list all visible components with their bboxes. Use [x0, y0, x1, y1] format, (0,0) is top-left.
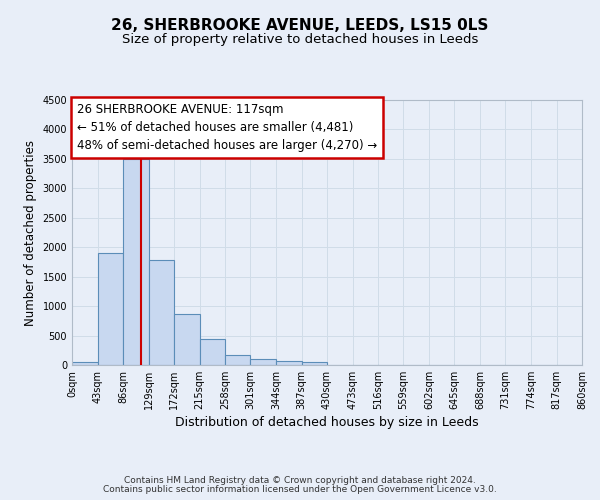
Bar — [225, 354, 251, 365]
Bar — [251, 359, 276, 365]
Bar — [97, 253, 123, 365]
Bar — [276, 362, 302, 365]
Bar — [149, 260, 174, 365]
Bar — [123, 159, 149, 365]
Text: Contains public sector information licensed under the Open Government Licence v3: Contains public sector information licen… — [103, 485, 497, 494]
Text: 26 SHERBROOKE AVENUE: 117sqm
← 51% of detached houses are smaller (4,481)
48% of: 26 SHERBROOKE AVENUE: 117sqm ← 51% of de… — [77, 102, 377, 152]
Bar — [72, 362, 97, 365]
Bar — [199, 338, 225, 365]
X-axis label: Distribution of detached houses by size in Leeds: Distribution of detached houses by size … — [175, 416, 479, 429]
Text: Size of property relative to detached houses in Leeds: Size of property relative to detached ho… — [122, 32, 478, 46]
Text: 26, SHERBROOKE AVENUE, LEEDS, LS15 0LS: 26, SHERBROOKE AVENUE, LEEDS, LS15 0LS — [112, 18, 488, 32]
Bar — [302, 362, 327, 365]
Text: Contains HM Land Registry data © Crown copyright and database right 2024.: Contains HM Land Registry data © Crown c… — [124, 476, 476, 485]
Y-axis label: Number of detached properties: Number of detached properties — [24, 140, 37, 326]
Bar — [174, 314, 199, 365]
